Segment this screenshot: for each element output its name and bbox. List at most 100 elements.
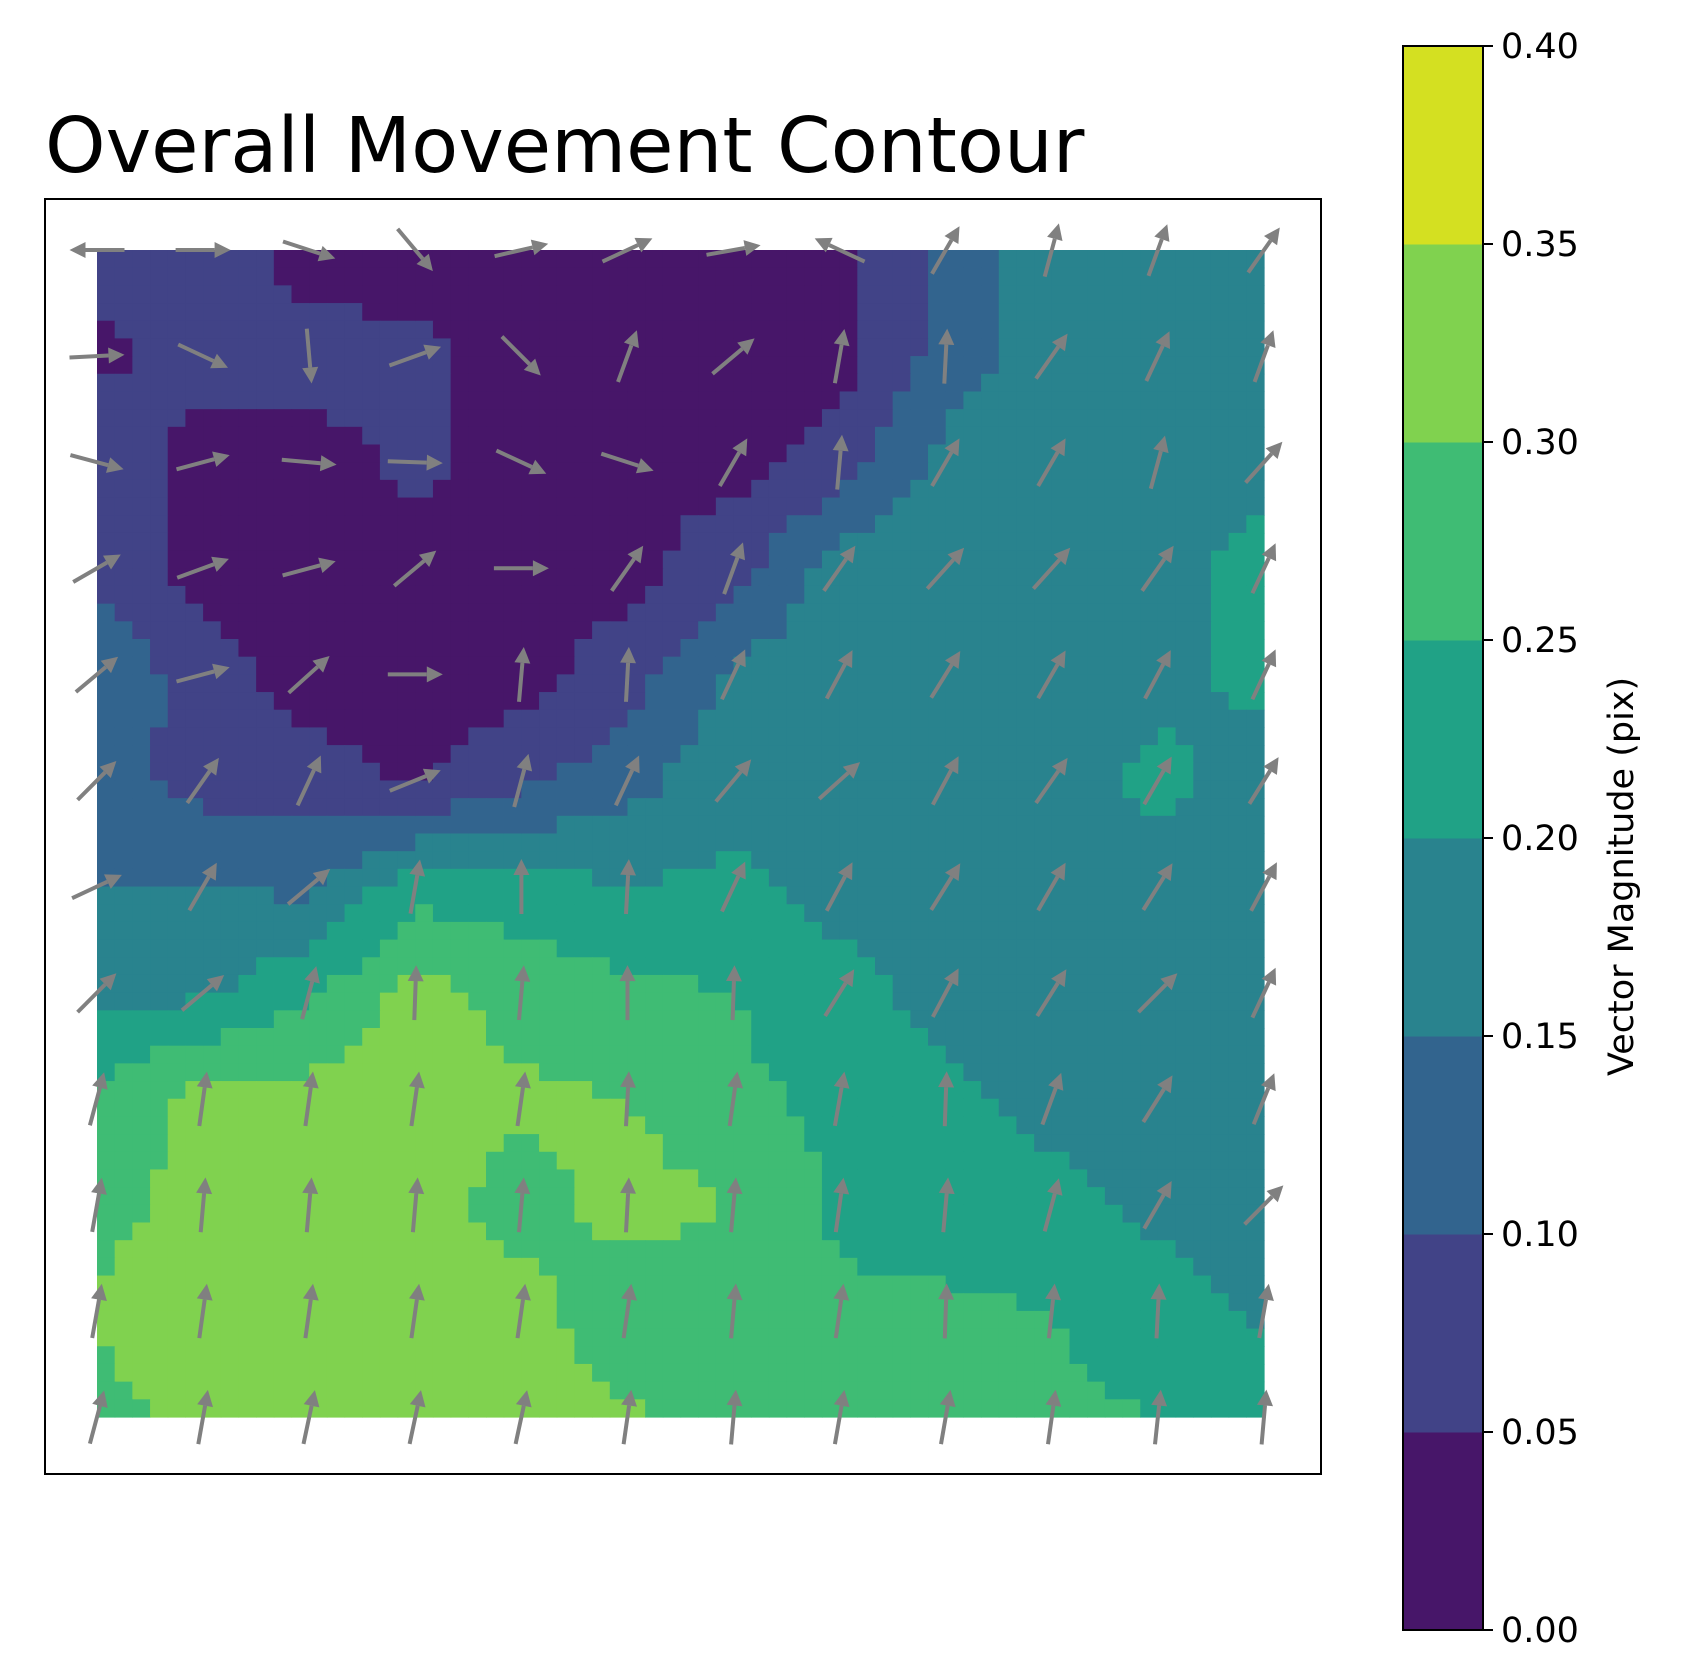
contour-cell: [1122, 1151, 1141, 1171]
contour-cell: [1157, 780, 1177, 799]
contour-cell: [132, 656, 151, 675]
arrow-shaft: [624, 1087, 631, 1127]
contour-cell: [1210, 1098, 1230, 1118]
contour-cell: [645, 1204, 664, 1224]
contour-cell: [963, 904, 982, 923]
contour-cell: [309, 621, 328, 640]
contour-cell: [998, 1045, 1018, 1064]
contour-cell: [432, 904, 452, 923]
contour-cell: [928, 1381, 947, 1400]
contour-cell: [910, 1310, 929, 1330]
contour-cell: [963, 462, 982, 481]
contour-cell: [1069, 568, 1088, 587]
contour-cell: [698, 939, 717, 958]
contour-cell: [981, 1310, 1000, 1330]
contour-cell: [1175, 727, 1194, 746]
contour-cell: [1210, 1204, 1230, 1224]
vector-arrow: [817, 762, 861, 801]
contour-cell: [892, 497, 911, 516]
contour-cell: [238, 745, 257, 764]
contour-cell: [1157, 1257, 1177, 1277]
contour-cell: [945, 798, 965, 817]
contour-cell: [539, 727, 558, 746]
contour-cell: [1140, 585, 1159, 605]
contour-cell: [1034, 1081, 1053, 1100]
contour-cell: [910, 1116, 929, 1135]
contour-cell: [698, 727, 717, 746]
contour-cell: [715, 285, 735, 304]
contour-cell: [256, 603, 275, 622]
contour-cell: [1140, 515, 1159, 534]
contour-cell: [963, 798, 982, 817]
contour-cell: [963, 1081, 982, 1100]
contour-cell: [397, 1346, 416, 1365]
contour-cell: [875, 656, 894, 675]
colorbar-segment: [1403, 1432, 1483, 1631]
contour-cell: [1246, 409, 1265, 428]
contour-cell: [97, 1222, 116, 1241]
contour-cell: [326, 1204, 346, 1224]
contour-cell: [397, 585, 416, 605]
contour-cell: [981, 532, 1000, 552]
contour-cell: [397, 285, 416, 304]
contour-cell: [1193, 939, 1212, 958]
contour-cell: [1016, 904, 1035, 923]
contour-cell: [751, 1293, 770, 1312]
contour-cell: [344, 692, 363, 711]
arrow-shaft: [392, 559, 426, 588]
contour-cell: [1228, 1116, 1247, 1135]
contour-cell: [981, 868, 1000, 888]
contour-cell: [1140, 851, 1159, 870]
contour-cell: [821, 497, 841, 516]
contour-cell: [857, 444, 876, 463]
contour-cell: [821, 868, 841, 888]
contour-cell: [256, 320, 275, 340]
arrow-head: [514, 965, 531, 982]
contour-cell: [592, 1151, 611, 1171]
arrow-shaft: [69, 353, 109, 360]
contour-cell: [326, 833, 346, 852]
contour-cell: [256, 338, 275, 357]
contour-cell: [97, 1010, 116, 1029]
contour-cell: [1051, 992, 1071, 1011]
contour-cell: [609, 550, 629, 569]
contour-cell: [892, 1063, 911, 1082]
contour-cell: [875, 1257, 894, 1277]
contour-cell: [645, 709, 664, 729]
contour-cell: [1140, 373, 1159, 393]
vector-arrow: [1250, 967, 1277, 1019]
contour-cell: [680, 267, 699, 286]
contour-cell: [627, 267, 646, 286]
contour-cell: [503, 1134, 522, 1153]
contour-cell: [804, 409, 823, 428]
vector-arrow: [929, 863, 961, 911]
contour-cell: [114, 1293, 133, 1312]
contour-cell: [981, 1346, 1000, 1365]
contour-cell: [1069, 1010, 1088, 1029]
contour-cell: [892, 426, 911, 446]
contour-cell: [981, 727, 1000, 746]
contour-cell: [1016, 1081, 1035, 1100]
contour-cell: [1228, 391, 1247, 410]
contour-cell: [1034, 692, 1053, 711]
contour-cell: [1228, 479, 1247, 499]
contour-cell: [786, 568, 805, 587]
contour-cell: [698, 550, 717, 569]
contour-cell: [715, 550, 735, 569]
contour-cell: [892, 444, 911, 463]
contour-cell: [751, 1346, 770, 1365]
contour-cell: [875, 479, 894, 499]
contour-cell: [486, 833, 505, 852]
contour-cell: [220, 1346, 240, 1365]
arrow-shaft: [1040, 1087, 1058, 1126]
contour-cell: [998, 532, 1018, 552]
contour-cell: [910, 1346, 929, 1365]
contour-cell: [928, 851, 947, 870]
contour-cell: [150, 356, 169, 375]
contour-cell: [574, 992, 593, 1011]
contour-cell: [645, 320, 664, 340]
contour-cell: [821, 1381, 841, 1400]
contour-cell: [1210, 798, 1230, 817]
contour-cell: [185, 692, 204, 711]
contour-cell: [627, 426, 646, 446]
